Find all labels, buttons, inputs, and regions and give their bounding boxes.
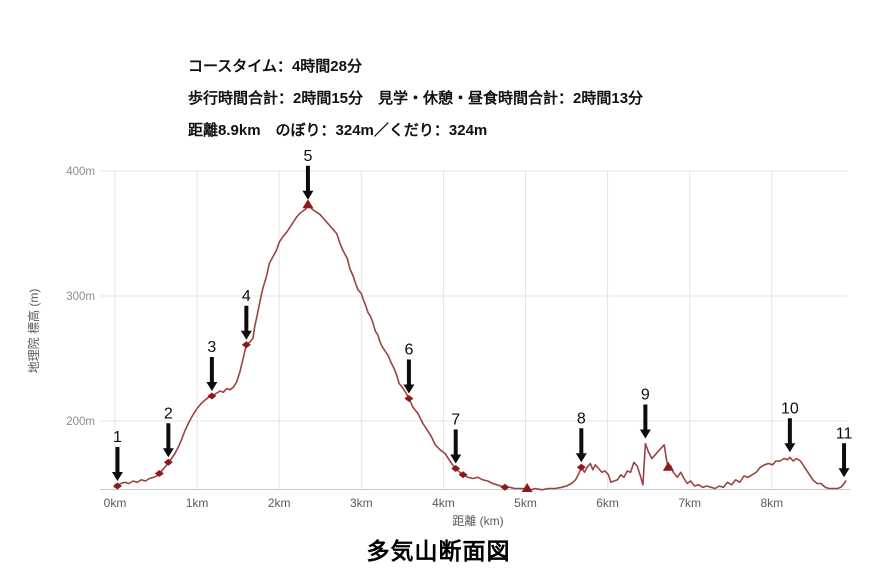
- x-tick-label: 4km: [432, 496, 455, 510]
- arrow-shaft: [579, 428, 584, 455]
- y-tick-label: 200m: [66, 416, 95, 428]
- elevation-path: [114, 204, 847, 491]
- waypoint-arrows: 1 2 3 4 5 6 7 8 9 10 11: [111, 148, 853, 481]
- x-tick-label: 5km: [514, 496, 537, 510]
- arrow-head-icon: [162, 448, 174, 458]
- arrow-head-icon: [784, 443, 796, 453]
- waypoint-number: 2: [164, 405, 173, 422]
- x-tick-label: 8km: [760, 496, 783, 510]
- waypoint-9: 9: [639, 387, 651, 439]
- waypoint-number: 1: [113, 429, 122, 446]
- distance-text: 距離8.9km のぼり：324m／くだり：324m: [188, 122, 488, 139]
- arrow-shaft: [453, 429, 458, 456]
- triangle-marker: [302, 199, 314, 209]
- x-tick-label: 7km: [678, 496, 701, 510]
- arrow-shaft: [305, 165, 310, 192]
- waypoint-10: 10: [781, 400, 799, 453]
- arrow-head-icon: [838, 468, 850, 478]
- arrow-shaft: [406, 359, 411, 386]
- walking-time-text: 歩行時間合計：2時間15分 見学・休憩・昼食時間合計：2時間13分: [188, 90, 644, 107]
- waypoint-3: 3: [206, 339, 218, 391]
- y-tick-label: 300m: [66, 291, 95, 303]
- diamond-marker: [458, 471, 468, 479]
- diamond-marker: [576, 463, 586, 471]
- waypoint-4: 4: [240, 288, 252, 340]
- arrow-shaft: [209, 357, 214, 383]
- diamond-marker: [163, 458, 173, 466]
- arrow-head-icon: [240, 330, 252, 340]
- x-tick-label: 1km: [186, 496, 209, 510]
- diamond-marker: [451, 465, 461, 472]
- waypoint-number: 6: [404, 342, 413, 359]
- waypoint-number: 10: [781, 400, 799, 417]
- arrow-head-icon: [450, 454, 462, 464]
- diamond-marker: [241, 341, 251, 349]
- waypoint-11: 11: [836, 425, 853, 478]
- waypoint-number: 11: [836, 425, 853, 442]
- x-tick-label: 6km: [596, 496, 619, 510]
- chart-title: 多気山断面図: [366, 538, 511, 564]
- arrow-shaft: [643, 404, 648, 431]
- arrow-head-icon: [403, 384, 415, 394]
- y-axis-title: 地理院 標高 (m): [26, 289, 41, 374]
- waypoint-number: 4: [242, 288, 251, 305]
- course-time-text: コースタイム：4時間28分: [188, 58, 362, 75]
- arrow-shaft: [787, 418, 792, 445]
- diamond-marker: [154, 470, 164, 477]
- waypoint-1: 1: [111, 429, 123, 481]
- x-axis-title: 距離 (km): [452, 514, 503, 528]
- diamond-marker: [500, 483, 510, 491]
- waypoint-2: 2: [162, 405, 174, 458]
- arrow-shaft: [842, 443, 847, 470]
- waypoint-number: 9: [641, 387, 650, 404]
- x-tick-label: 3km: [350, 496, 373, 510]
- course-info: コースタイム：4時間28分 歩行時間合計：2時間15分 見学・休憩・昼食時間合計…: [188, 51, 643, 147]
- arrow-head-icon: [575, 453, 587, 463]
- waypoint-number: 7: [451, 412, 460, 429]
- diamond-marker: [112, 482, 122, 490]
- tick-labels: 200m 300m 400m 0km 1km 2km 3km 4km 5km 6km 7km 8km: [66, 166, 783, 510]
- waypoint-8: 8: [575, 410, 587, 463]
- triangle-marker: [662, 461, 674, 471]
- diamond-marker: [207, 392, 217, 400]
- waypoint-number: 8: [577, 410, 586, 427]
- waypoint-number: 5: [303, 148, 312, 165]
- arrow-head-icon: [206, 382, 218, 391]
- arrow-shaft: [244, 305, 249, 332]
- waypoint-number: 3: [207, 339, 216, 356]
- x-tick-label: 0km: [104, 496, 127, 510]
- arrow-head-icon: [111, 472, 123, 481]
- x-tick-label: 2km: [268, 496, 291, 510]
- waypoint-7: 7: [450, 412, 462, 464]
- elevation-line: [114, 204, 847, 491]
- diamond-marker: [404, 395, 414, 402]
- arrow-head-icon: [639, 429, 651, 439]
- arrow-shaft: [166, 423, 171, 450]
- waypoint-6: 6: [403, 342, 415, 394]
- gridlines: [100, 170, 847, 490]
- arrow-shaft: [115, 447, 120, 473]
- arrow-head-icon: [302, 190, 314, 200]
- y-tick-label: 400m: [66, 166, 95, 178]
- waypoint-markers: [112, 199, 674, 492]
- waypoint-5: 5: [302, 148, 314, 200]
- triangle-marker: [521, 483, 533, 492]
